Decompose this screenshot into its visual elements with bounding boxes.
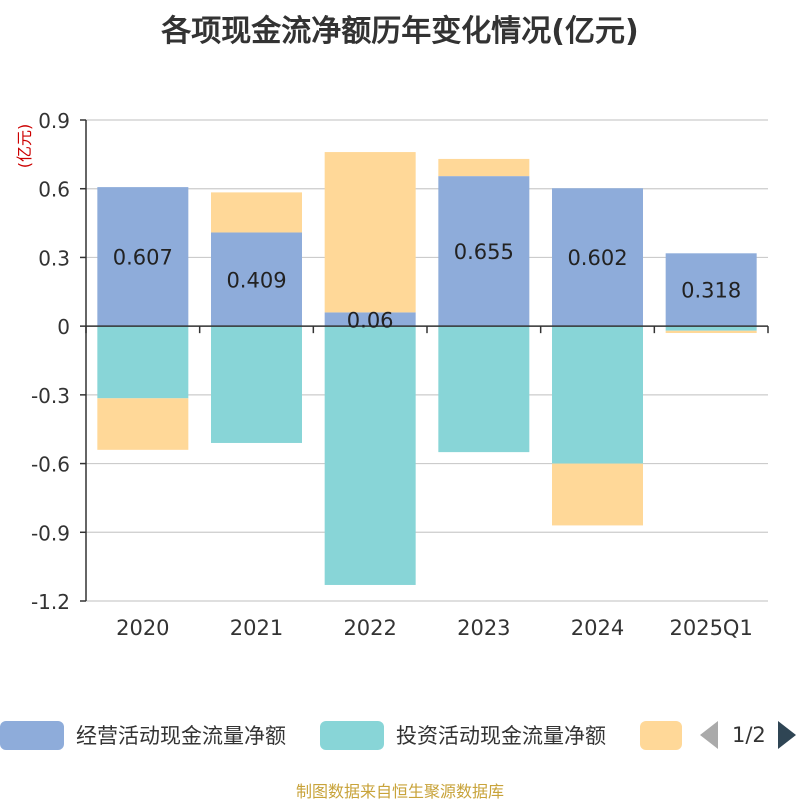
y-tick-label: -1.2	[31, 590, 70, 614]
pager-prev-arrow-icon[interactable]	[700, 721, 718, 749]
data-label-2022: 0.06	[347, 308, 394, 332]
y-tick-label: 0.3	[38, 246, 70, 270]
legend-item-investing[interactable]: 投资活动现金流量净额	[320, 714, 606, 756]
data-label-2020: 0.607	[113, 246, 173, 270]
bar-series2-2022[interactable]	[324, 152, 416, 313]
x-tick-label: 2022	[343, 616, 396, 640]
bar-series0-2023[interactable]	[438, 176, 530, 327]
y-tick-label: -0.3	[31, 384, 70, 408]
pager-page-text: 1/2	[732, 723, 766, 747]
bar-series2-2020[interactable]	[97, 398, 189, 450]
legend-swatch-operating	[0, 720, 64, 750]
bar-series1-2020[interactable]	[97, 326, 189, 399]
bar-series1-2021[interactable]	[211, 326, 302, 443]
legend-label-investing: 投资活动现金流量净额	[396, 724, 606, 748]
y-tick-label: -0.9	[31, 521, 70, 545]
data-labels: 0.607 0.409 0.06 0.655 0.602 0.318	[113, 240, 741, 332]
bars	[97, 152, 757, 585]
bar-series0-2025Q1[interactable]	[665, 253, 757, 327]
bar-series0-2022[interactable]	[324, 312, 416, 327]
source-note: 制图数据来自恒生聚源数据库	[295, 782, 504, 801]
legend-item-operating[interactable]: 经营活动现金流量净额	[0, 714, 286, 756]
data-label-2021: 0.409	[226, 268, 286, 292]
y-tick-label: 0.9	[38, 109, 70, 133]
y-axis-title: (亿元)	[15, 124, 34, 169]
bar-series0-2020[interactable]	[97, 187, 189, 327]
bar-series2-2025Q1[interactable]	[665, 330, 757, 334]
x-tick-label: 2023	[457, 616, 510, 640]
legend-pager: 1/2	[700, 714, 796, 756]
chart-title: 各项现金流净额历年变化情况(亿元)	[161, 14, 639, 49]
pager-next-arrow-icon[interactable]	[777, 721, 796, 749]
y-tick-label: 0	[57, 315, 70, 339]
bar-series1-2023[interactable]	[438, 326, 530, 453]
legend-swatch-investing	[320, 720, 384, 750]
bar-series0-2021[interactable]	[211, 232, 302, 327]
x-tick-label: 2024	[571, 616, 624, 640]
legend-item-third-series[interactable]	[640, 714, 682, 756]
legend: 经营活动现金流量净额 投资活动现金流量净额 1/2	[0, 714, 800, 756]
bar-series2-2024[interactable]	[552, 463, 643, 526]
data-label-2024: 0.602	[567, 246, 627, 270]
x-tick-label: 2020	[116, 616, 169, 640]
bar-series1-2025Q1[interactable]	[665, 326, 757, 331]
bar-chart: 0.9 0.6 0.3 0 -0.3 -0.6 -0.9 -1.2 2020 2021 2022 20…	[15, 109, 769, 640]
data-label-2025Q1: 0.318	[681, 279, 741, 303]
y-tick-label: 0.6	[38, 178, 70, 202]
bar-series0-2024[interactable]	[552, 188, 643, 327]
data-label-2023: 0.655	[454, 240, 514, 264]
axes: 0.9 0.6 0.3 0 -0.3 -0.6 -0.9 -1.2 2020 2021 2022 20…	[31, 109, 769, 640]
y-tick-label: -0.6	[31, 453, 70, 477]
x-tick-label: 2021	[230, 616, 283, 640]
bar-series2-2021[interactable]	[211, 192, 302, 233]
x-tick-label: 2025Q1	[669, 616, 752, 640]
legend-label-operating: 经营活动现金流量净额	[76, 724, 286, 748]
bar-series1-2024[interactable]	[552, 326, 643, 464]
legend-swatch-third-series	[640, 720, 682, 750]
bar-series2-2023[interactable]	[438, 158, 530, 177]
bar-series1-2022[interactable]	[324, 326, 416, 585]
